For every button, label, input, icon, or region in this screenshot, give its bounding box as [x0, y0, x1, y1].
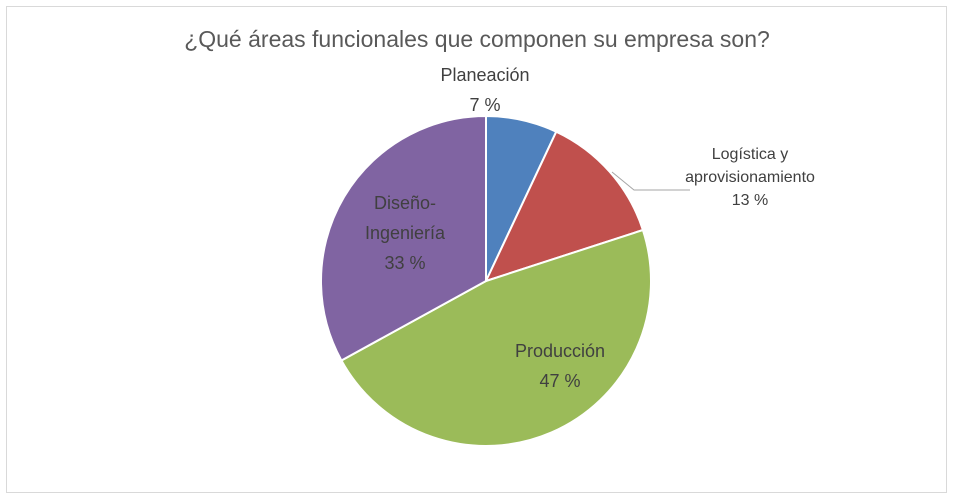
- leader-line: [611, 171, 690, 191]
- value-label: 13 %: [731, 192, 769, 209]
- slice-label: Logística y aprovisionamiento 13 %: [670, 143, 830, 212]
- category-label: Logística y aprovisionamiento: [685, 146, 815, 186]
- slice-label: Producción 47 %: [480, 336, 640, 396]
- slice-label: Diseño-Ingeniería 33 %: [355, 188, 455, 278]
- category-label: Producción: [514, 341, 606, 361]
- pie-slice: [340, 228, 652, 447]
- slice-label: Planeación 7 %: [405, 60, 565, 120]
- value-label: 47 %: [539, 371, 581, 391]
- pie-slice: [484, 130, 645, 283]
- chart-title: ¿Qué áreas funcionales que componen su e…: [184, 26, 770, 52]
- value-label: 7 %: [469, 95, 501, 115]
- value-label: 33 %: [384, 253, 426, 273]
- category-label: Planeación: [440, 65, 530, 85]
- pie-slice: [320, 114, 487, 362]
- category-label: Diseño-Ingeniería: [364, 193, 446, 243]
